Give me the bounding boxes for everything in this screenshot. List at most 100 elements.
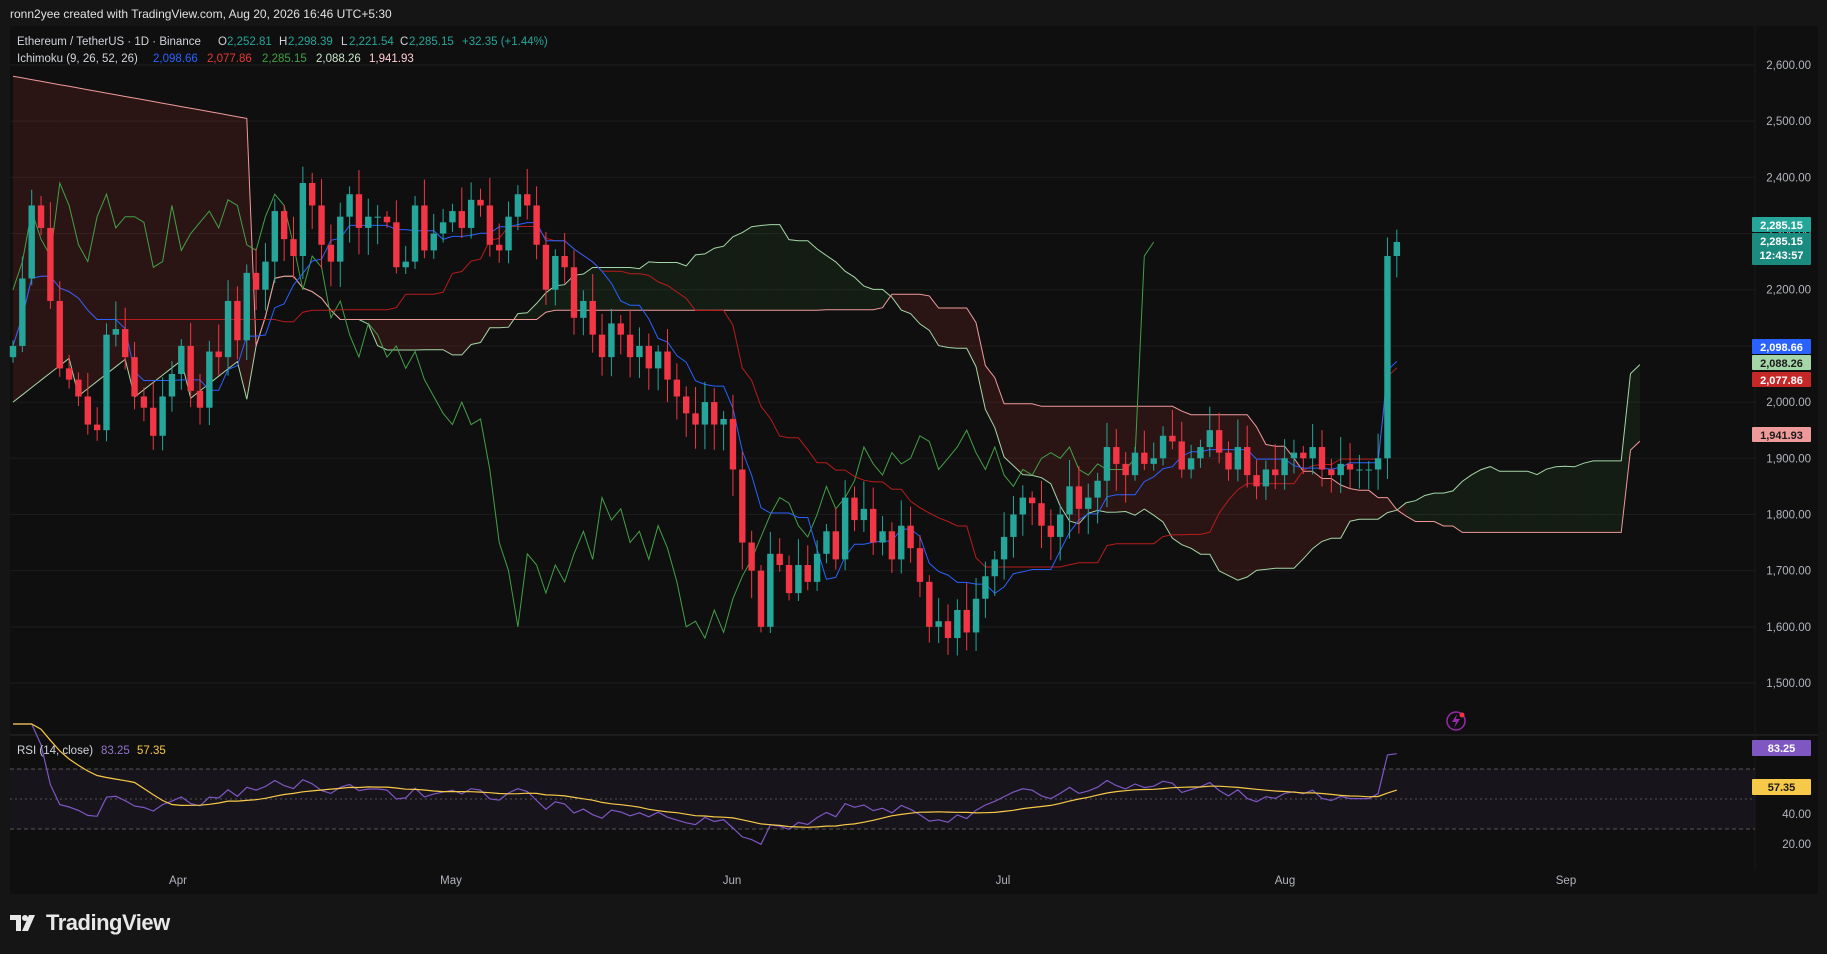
candle-body bbox=[271, 211, 278, 262]
candle-body bbox=[150, 407, 157, 436]
cloud-segment bbox=[602, 267, 612, 311]
senkou-span-b bbox=[12, 75, 1641, 533]
candle-body bbox=[486, 205, 494, 245]
cloud-segment bbox=[1106, 406, 1117, 513]
cloud-segment bbox=[761, 224, 771, 311]
legend: Ethereum / TetherUS · 1D · Binance O 2,2… bbox=[17, 36, 548, 757]
candle-body bbox=[280, 211, 288, 240]
candle-body bbox=[1094, 480, 1101, 498]
rsi-pane bbox=[10, 723, 1755, 846]
candle-body bbox=[982, 576, 989, 599]
candle-body bbox=[346, 194, 353, 217]
cloud-segment bbox=[583, 267, 593, 311]
candle-body bbox=[262, 261, 269, 290]
candle-body bbox=[402, 261, 409, 268]
cloud-segment bbox=[377, 319, 387, 350]
candle-body bbox=[1178, 441, 1185, 470]
cloud-segment bbox=[658, 262, 668, 311]
cloud-segment bbox=[97, 91, 107, 382]
candle-body bbox=[383, 216, 391, 223]
cloud-segment bbox=[1041, 406, 1051, 484]
candle-body bbox=[140, 396, 148, 408]
candle-body bbox=[318, 205, 325, 245]
tag-rsi-ma-bg bbox=[1752, 779, 1811, 795]
cloud-segment bbox=[639, 261, 649, 311]
candle-body bbox=[449, 211, 456, 223]
candle-body bbox=[514, 194, 522, 217]
candle-body bbox=[430, 233, 437, 251]
cloud-segment bbox=[667, 262, 677, 311]
legend-open: 2,252.81 bbox=[227, 36, 272, 48]
price-tick-label: 2,500.00 bbox=[1766, 116, 1811, 128]
candle-body bbox=[467, 199, 475, 228]
candle-body bbox=[122, 329, 129, 358]
candle-body bbox=[626, 334, 634, 358]
candle-body bbox=[935, 621, 942, 627]
cloud-segment bbox=[1490, 466, 1500, 533]
candle-body bbox=[327, 244, 335, 262]
tag-spanB-bg bbox=[1752, 427, 1811, 442]
cloud-segment bbox=[471, 319, 481, 345]
cloud-segment bbox=[919, 294, 930, 331]
price-tick-label: 2,400.00 bbox=[1766, 172, 1811, 184]
candle-body bbox=[813, 553, 821, 582]
candle-body bbox=[795, 565, 802, 594]
candle-body bbox=[1169, 435, 1176, 442]
candle-body bbox=[1337, 463, 1344, 476]
cloud-segment bbox=[536, 292, 546, 320]
cloud-segment bbox=[704, 248, 715, 311]
cloud-segment bbox=[976, 322, 986, 410]
rsi-line bbox=[13, 723, 1397, 846]
cloud-segment bbox=[489, 319, 500, 328]
cloud-segment bbox=[59, 84, 70, 366]
cloud-segment bbox=[1004, 403, 1014, 466]
cloud-segment bbox=[41, 81, 51, 381]
cloud-segment bbox=[480, 319, 490, 343]
legend-rsi-ma: 57.35 bbox=[137, 745, 166, 757]
legend-spanA: 2,088.26 bbox=[316, 53, 361, 65]
candle-body bbox=[954, 609, 961, 639]
candle-body bbox=[739, 469, 746, 543]
cloud-segment bbox=[695, 253, 705, 311]
price-tick-label: 2,600.00 bbox=[1766, 60, 1811, 72]
cloud-segment bbox=[1228, 414, 1238, 581]
cloud-segment bbox=[545, 285, 556, 313]
legend-kijun: 2,077.86 bbox=[207, 53, 252, 65]
cloud-segment bbox=[433, 319, 444, 350]
cloud-segment bbox=[452, 319, 462, 355]
cloud-segment bbox=[1116, 406, 1126, 513]
candle-body bbox=[673, 379, 681, 397]
candle-body bbox=[1384, 256, 1391, 459]
candle-body bbox=[898, 525, 905, 560]
candle-body bbox=[1206, 430, 1213, 448]
cloud-segment bbox=[676, 262, 687, 311]
cloud-segment bbox=[845, 271, 855, 310]
cloud-segment bbox=[1125, 406, 1135, 516]
candle-body bbox=[991, 559, 998, 577]
cloud-segment bbox=[1593, 460, 1603, 533]
candle-body bbox=[804, 565, 811, 582]
candle-body bbox=[860, 508, 868, 521]
cloud-segment bbox=[1237, 414, 1248, 581]
cloud-segment bbox=[1565, 466, 1575, 533]
tag-rsi-ma: 57.35 bbox=[1768, 782, 1796, 794]
cloud-segment bbox=[171, 104, 182, 368]
cloud-segment bbox=[1191, 414, 1201, 555]
alert-icon[interactable] bbox=[1446, 711, 1466, 731]
candle-body bbox=[720, 418, 727, 425]
cloud-segment bbox=[415, 319, 425, 350]
cloud-segment bbox=[1209, 414, 1220, 571]
cloud-segment bbox=[1153, 406, 1164, 523]
candle-body bbox=[37, 205, 45, 228]
candle-body bbox=[19, 278, 26, 346]
cloud-segment bbox=[686, 254, 696, 311]
candle-body bbox=[421, 205, 428, 251]
rsi-ma-line bbox=[13, 723, 1397, 828]
candle-body bbox=[1393, 241, 1400, 257]
candle-body bbox=[692, 413, 699, 425]
candles[interactable] bbox=[9, 166, 1400, 656]
candle-body bbox=[47, 227, 54, 301]
cloud-segment bbox=[1424, 493, 1435, 522]
cloud-segment bbox=[190, 108, 200, 399]
